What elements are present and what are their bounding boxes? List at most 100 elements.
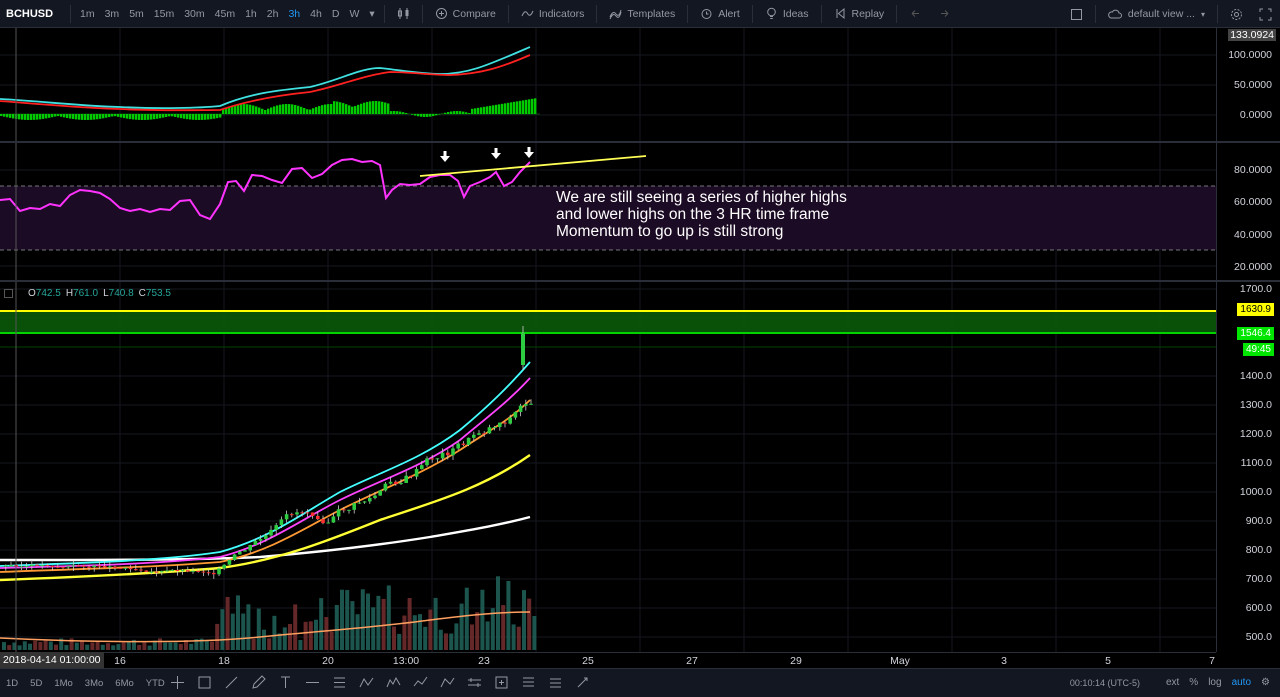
pane-separator[interactable] — [0, 141, 1280, 143]
range-6mo[interactable]: 6Mo — [115, 677, 134, 689]
indicators-button[interactable]: Indicators — [513, 0, 593, 28]
lock-tool-icon[interactable] — [542, 672, 569, 694]
time-tick: 20 — [322, 655, 334, 667]
measure-tool-icon[interactable] — [461, 672, 488, 694]
eraser-tool-icon[interactable] — [569, 672, 596, 694]
osc-histogram-bar — [159, 114, 162, 119]
chart-canvas[interactable] — [0, 28, 1216, 652]
volume-bar — [298, 639, 303, 650]
price-scale[interactable]: 133.0924 100.0000 50.0000 0.0000 80.0000… — [1216, 28, 1280, 652]
range-1d[interactable]: 1D — [6, 677, 19, 689]
volume-bar — [272, 615, 277, 650]
range-1mo[interactable]: 1Mo — [54, 677, 73, 689]
range-5d[interactable]: 5D — [30, 677, 43, 689]
replay-label: Replay — [851, 7, 885, 20]
select-tool-icon[interactable] — [191, 672, 218, 694]
fib-tool-icon[interactable] — [326, 672, 353, 694]
ma-magenta-line — [0, 377, 531, 569]
osc-histogram-bar — [30, 114, 33, 120]
interval-1m[interactable]: 1m — [80, 7, 95, 20]
layout-toggle-button[interactable] — [1062, 0, 1091, 28]
candle-body — [430, 458, 434, 460]
candle-body — [149, 571, 154, 573]
volume-bar — [132, 639, 136, 650]
volume-bar — [256, 608, 261, 650]
candle-body — [300, 512, 304, 514]
interval-30m[interactable]: 30m — [184, 7, 205, 20]
trendline-tool-icon[interactable] — [218, 672, 245, 694]
settings-button[interactable] — [1222, 0, 1251, 28]
pane-separator[interactable] — [0, 280, 1280, 282]
interval-D[interactable]: D — [331, 7, 340, 20]
save-layout-menu[interactable]: default view ... ▾ — [1100, 8, 1213, 20]
osc-histogram-bar — [378, 101, 381, 114]
interval-45m[interactable]: 45m — [214, 7, 236, 20]
horizontal-line-tool-icon[interactable] — [299, 672, 326, 694]
volume-bar — [345, 590, 350, 650]
interval-2h[interactable]: 2h — [266, 7, 279, 20]
forecast-tool-icon[interactable] — [407, 672, 434, 694]
time-axis[interactable]: 16 18 20 13:00 23 25 27 29 May 3 5 7 — [0, 652, 1216, 668]
osc-histogram-bar — [87, 114, 90, 120]
osc-histogram-bar — [351, 106, 354, 114]
shapes-tool-icon[interactable] — [434, 672, 461, 694]
low-value: 740.8 — [108, 288, 134, 299]
symbol-search[interactable]: BCHUSD — [6, 7, 54, 20]
candle-body — [82, 565, 86, 567]
elliott-wave-tool-icon[interactable] — [380, 672, 407, 694]
redo-button[interactable] — [930, 0, 959, 28]
osc-histogram-bar — [333, 101, 336, 114]
compare-button[interactable]: Compare — [427, 0, 504, 28]
interval-5m[interactable]: 5m — [129, 7, 144, 20]
volume-bar — [95, 641, 100, 650]
scale-label: 1700.0 — [1239, 283, 1272, 295]
divider — [1094, 5, 1096, 23]
extended-hours-toggle[interactable]: ext — [1165, 677, 1180, 688]
crosshair-tool-icon[interactable] — [164, 672, 191, 694]
clock-timezone[interactable]: 00:10:14 (UTC-5) — [1069, 677, 1140, 688]
interval-4h[interactable]: 4h — [310, 7, 322, 20]
candle-body — [326, 522, 330, 524]
chevron-down-icon[interactable]: ▾ — [369, 7, 375, 20]
osc-histogram-bar — [267, 108, 270, 114]
gear-icon[interactable]: ⚙ — [1261, 677, 1270, 688]
bottom-right-controls: 00:10:14 (UTC-5) ext % log auto ⚙ — [1070, 668, 1280, 697]
log-scale-toggle[interactable]: log — [1208, 677, 1222, 688]
interval-3h[interactable]: 3h — [288, 7, 301, 20]
interval-15m[interactable]: 15m — [153, 7, 175, 20]
osc-histogram-bar — [264, 109, 267, 114]
auto-scale-toggle[interactable]: auto — [1231, 677, 1252, 688]
scale-label: 700.0 — [1245, 573, 1272, 585]
candle-body — [56, 566, 60, 568]
chart-style-button[interactable] — [389, 0, 418, 28]
divider — [1217, 5, 1218, 23]
interval-3m[interactable]: 3m — [104, 7, 120, 20]
interval-W[interactable]: W — [349, 7, 360, 20]
interval-1h[interactable]: 1h — [245, 7, 257, 20]
candle-body — [30, 564, 34, 567]
volume-bar — [236, 595, 240, 650]
pane-collapse-toggle[interactable] — [4, 289, 13, 298]
ma-orange-line — [0, 399, 531, 573]
range-ytd[interactable]: YTD — [145, 677, 165, 689]
magnet-tool-icon[interactable] — [515, 672, 542, 694]
chart-annotation-text[interactable]: We are still seeing a series of higher h… — [556, 189, 847, 240]
volume-bar — [449, 633, 454, 650]
undo-button[interactable] — [901, 0, 930, 28]
pattern-tool-icon[interactable] — [353, 672, 380, 694]
text-tool-icon[interactable] — [272, 672, 299, 694]
osc-histogram-bar — [330, 104, 333, 114]
candle-body — [61, 566, 65, 568]
templates-button[interactable]: Templates — [601, 0, 683, 28]
fullscreen-button[interactable] — [1251, 0, 1280, 28]
alert-button[interactable]: Alert — [692, 0, 748, 28]
volume-bar — [121, 642, 126, 650]
percent-scale-toggle[interactable]: % — [1189, 677, 1199, 688]
zoom-tool-icon[interactable] — [488, 672, 515, 694]
ideas-button[interactable]: Ideas — [757, 0, 817, 28]
range-3mo[interactable]: 3Mo — [84, 677, 104, 689]
pencil-tool-icon[interactable] — [245, 672, 272, 694]
replay-button[interactable]: Replay — [826, 0, 893, 28]
volume-bar — [433, 597, 438, 650]
resistance-zone — [0, 311, 1216, 334]
